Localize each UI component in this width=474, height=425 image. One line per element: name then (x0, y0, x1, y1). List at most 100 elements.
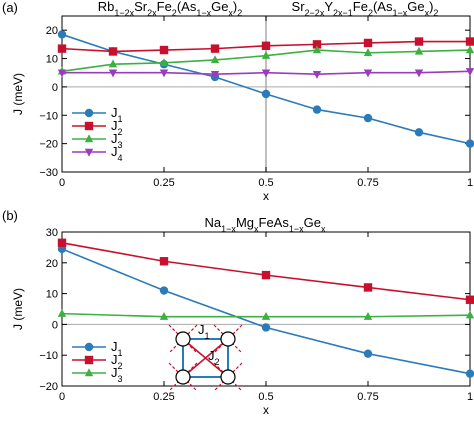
data-point-J4 (465, 68, 474, 77)
inset-dash (213, 362, 243, 392)
legend-label: J1 (111, 105, 123, 124)
inset-site (175, 331, 191, 347)
data-point-J2 (159, 257, 169, 266)
inset-label-j1: J1 (198, 322, 210, 341)
data-point-J4 (363, 69, 373, 78)
inset-dash (168, 362, 198, 392)
y-tick-label: −10 (39, 350, 58, 362)
data-point-J3 (108, 59, 118, 68)
y-tick-label: −10 (39, 110, 58, 122)
data-point-J2 (57, 44, 67, 53)
data-point-J3 (159, 58, 169, 66)
legend-label: J1 (111, 339, 123, 358)
data-point-J2 (465, 37, 474, 46)
x-axis-label: x (263, 189, 269, 203)
data-point-J3 (261, 312, 271, 320)
data-point-J4 (261, 69, 271, 78)
x-tick-label: 0 (59, 391, 65, 403)
legend-marker (84, 121, 94, 131)
legend-marker (84, 108, 94, 118)
data-point-J4 (312, 70, 322, 79)
chart-title: Sr2−2xY2x−1Fe2(As1−xGex)2 (292, 0, 439, 18)
y-tick-label: 10 (46, 289, 58, 301)
data-point-J1 (261, 89, 271, 99)
y-axis-label: J (meV) (11, 73, 25, 115)
data-point-J1 (414, 128, 424, 137)
y-tick-label: −20 (39, 381, 58, 393)
data-point-J2 (363, 283, 373, 292)
inset-dash (213, 324, 243, 354)
legend-label: J2 (111, 118, 123, 137)
series-line-J1 (61, 248, 471, 375)
data-point-J2 (261, 41, 271, 50)
data-point-J3 (210, 55, 220, 64)
data-point-J2 (108, 47, 118, 56)
legend-marker (84, 368, 94, 377)
data-point-J3 (159, 312, 169, 320)
inset-label-j2: J2 (208, 348, 220, 367)
y-tick-label: 0 (52, 82, 58, 94)
legend-label: J3 (111, 131, 123, 150)
data-point-J3 (363, 312, 373, 320)
inset-j2-bond (182, 338, 229, 378)
data-point-J2 (312, 40, 322, 49)
data-point-J4 (57, 69, 67, 78)
inset-site (220, 331, 236, 347)
y-tick-label: 30 (46, 227, 58, 239)
legend-marker (84, 134, 94, 143)
y-tick-label: 0 (52, 319, 58, 331)
y-tick-label: −30 (39, 167, 58, 179)
data-point-J3 (465, 310, 474, 319)
data-point-J1 (261, 323, 271, 332)
x-tick-label: 0.25 (153, 177, 174, 189)
data-point-J3 (57, 308, 67, 317)
inset-j1-bonds (182, 338, 229, 378)
data-point-J4 (108, 69, 118, 78)
data-point-J2 (465, 295, 474, 304)
legend-label: J2 (111, 352, 123, 371)
data-point-J3 (312, 45, 322, 54)
x-tick-label: 1 (467, 177, 473, 189)
inset-site (220, 369, 236, 385)
data-point-J3 (465, 45, 474, 54)
data-point-J1 (363, 349, 373, 358)
x-tick-label: 0.75 (357, 391, 378, 403)
x-tick-label: 0.5 (258, 177, 273, 189)
data-point-J3 (414, 46, 424, 55)
inset-site (175, 369, 191, 385)
x-axis-label: x (263, 403, 269, 417)
data-point-J4 (414, 69, 424, 78)
data-point-J4 (159, 69, 169, 78)
legend-label: J4 (111, 144, 123, 163)
y-tick-label: 20 (46, 25, 58, 37)
panel-label: (b) (2, 208, 18, 223)
panel-label: (a) (2, 0, 18, 15)
legend-label: J3 (111, 365, 123, 384)
y-tick-label: −20 (39, 139, 58, 151)
y-tick-label: 20 (46, 258, 58, 270)
y-tick-label: 10 (46, 54, 58, 66)
x-tick-label: 0.5 (258, 391, 273, 403)
panel-a: 0 0.25 0.5 0.75 1 −30 −20 −10 0 10 20 x J (meV) (a) Rb… (2, 0, 474, 203)
x-tick-label: 1 (467, 391, 473, 403)
data-point-J2 (363, 38, 373, 48)
x-tick-label: 0.75 (357, 177, 378, 189)
legend-marker (84, 355, 94, 365)
chart-title: Rb1−2xSr2xFe2(As1−xGex)2 (98, 0, 243, 18)
inset-dash (213, 362, 243, 392)
panel-b: 0 0.25 0.5 0.75 1 −20 −10 0 10 20 30 x J (meV) (b) Na1… (2, 208, 474, 417)
data-point-J2 (210, 44, 220, 53)
x-tick-label: 0.25 (153, 391, 174, 403)
plot-frame (61, 231, 471, 387)
legend-marker (84, 342, 94, 352)
inset-dash (168, 324, 198, 354)
legend-marker (84, 148, 94, 157)
data-point-J1 (159, 286, 169, 295)
data-point-J1 (465, 139, 474, 148)
data-point-J2 (414, 37, 424, 46)
data-point-J2 (261, 270, 271, 280)
data-point-J2 (159, 45, 169, 55)
